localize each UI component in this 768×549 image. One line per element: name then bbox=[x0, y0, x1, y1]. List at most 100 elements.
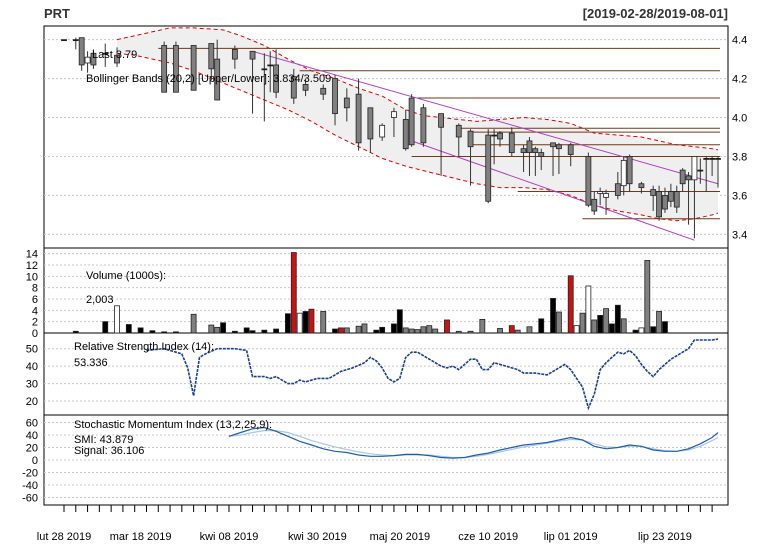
volume-bar bbox=[638, 327, 645, 334]
volume-value: 2,003 bbox=[86, 294, 114, 306]
price-tick-label: 3.6 bbox=[732, 190, 747, 202]
candle-body bbox=[679, 169, 686, 185]
price-tick-label: 4.4 bbox=[732, 35, 747, 47]
candle-body bbox=[290, 76, 297, 99]
candle-body bbox=[455, 124, 462, 138]
candle-body bbox=[102, 52, 109, 55]
candle-body bbox=[90, 52, 97, 66]
volume-bar bbox=[420, 326, 427, 334]
volume-bar bbox=[379, 326, 386, 334]
candle-body bbox=[526, 140, 533, 153]
candle-body bbox=[685, 175, 692, 181]
volume-bar bbox=[620, 318, 627, 334]
candle-body bbox=[379, 124, 386, 138]
x-tick-label: maj 20 2019 bbox=[370, 531, 431, 543]
volume-bar bbox=[308, 308, 315, 334]
candle-body bbox=[320, 87, 327, 95]
candle-body bbox=[626, 156, 633, 185]
signal-value: Signal: 36.106 bbox=[74, 445, 144, 457]
volume-bar bbox=[343, 327, 350, 334]
candle-body bbox=[173, 45, 179, 93]
volume-tick-label: 14 bbox=[26, 249, 38, 261]
candle-body bbox=[114, 54, 120, 64]
candle-body bbox=[420, 107, 427, 144]
volume-bar bbox=[391, 323, 397, 334]
volume-bar bbox=[161, 331, 168, 334]
candle-body bbox=[467, 130, 474, 148]
candle-body bbox=[61, 39, 67, 42]
candle-body bbox=[532, 148, 539, 153]
volume-bar bbox=[220, 322, 226, 334]
price-tick-label: 3.8 bbox=[732, 151, 747, 163]
volume-bar bbox=[338, 327, 344, 334]
smi-tick-label: 0 bbox=[32, 455, 38, 467]
candle-body bbox=[214, 58, 221, 101]
volume-bar bbox=[396, 309, 403, 334]
volume-bar bbox=[467, 330, 474, 334]
smi-tick-label: 60 bbox=[26, 418, 38, 430]
smi-tick-label: 20 bbox=[26, 443, 38, 455]
candle-body bbox=[391, 111, 397, 118]
candle-body bbox=[697, 169, 704, 172]
volume-tick-label: 0 bbox=[32, 328, 38, 340]
smi-tick-label: -60 bbox=[22, 493, 38, 505]
candle-body bbox=[650, 189, 657, 196]
rsi-tick-label: 20 bbox=[26, 396, 38, 408]
price-tick-label: 4.0 bbox=[732, 113, 747, 125]
bollinger-lower-line bbox=[116, 52, 719, 222]
candle-body bbox=[709, 158, 716, 160]
volume-bar bbox=[320, 311, 327, 334]
volume-bar bbox=[603, 308, 609, 334]
candle-body bbox=[78, 37, 85, 66]
volume-bar bbox=[662, 321, 668, 334]
smi-tick-label: -40 bbox=[22, 480, 38, 492]
volume-bar bbox=[585, 285, 592, 334]
volume-bar bbox=[455, 330, 462, 334]
volume-bar bbox=[273, 328, 280, 334]
rsi-tick-label: 50 bbox=[26, 344, 38, 356]
candle-body bbox=[438, 113, 444, 128]
smi-tick-label: 40 bbox=[26, 430, 38, 442]
volume-bar bbox=[208, 324, 215, 334]
volume-bar bbox=[332, 328, 338, 334]
candle-body bbox=[638, 183, 645, 189]
volume-bar bbox=[261, 329, 268, 334]
volume-bar bbox=[302, 311, 309, 334]
rsi-line bbox=[146, 338, 719, 411]
bollinger-band-fill bbox=[117, 27, 718, 221]
volume-bar bbox=[426, 325, 433, 334]
x-tick-label: lip 23 2019 bbox=[638, 531, 692, 543]
candle-body bbox=[620, 159, 627, 187]
volume-bar bbox=[290, 252, 297, 334]
volume-bar bbox=[231, 330, 238, 334]
price-tick-label: 3.4 bbox=[732, 229, 747, 241]
candle-body bbox=[691, 156, 698, 181]
candle-body bbox=[591, 198, 598, 212]
x-tick-label: lut 28 2019 bbox=[37, 531, 91, 543]
volume-tick-label: 12 bbox=[26, 260, 38, 272]
volume-bar bbox=[591, 319, 598, 334]
smi-line bbox=[228, 426, 719, 459]
volume-bar bbox=[114, 305, 120, 334]
volume-bar bbox=[656, 311, 662, 334]
candle-body bbox=[273, 64, 280, 93]
volume-bar bbox=[243, 327, 250, 334]
candle-body bbox=[84, 56, 91, 64]
volume-bar bbox=[125, 324, 132, 334]
volume-bar bbox=[373, 329, 380, 334]
volume-bar bbox=[402, 327, 409, 334]
volume-tick-label: 8 bbox=[32, 283, 38, 295]
rsi-tick-label: 30 bbox=[26, 379, 38, 391]
volume-bar bbox=[556, 311, 562, 334]
volume-bar bbox=[597, 315, 604, 334]
rsi-label: Relative Strength Index (14): bbox=[74, 341, 214, 353]
candle-body bbox=[550, 142, 556, 148]
candle-body bbox=[715, 158, 721, 160]
volume-tick-label: 4 bbox=[32, 305, 38, 317]
candle-body bbox=[367, 107, 374, 140]
chart-layer: 3.43.63.84.04.24.40246810121420304050-60… bbox=[22, 25, 747, 543]
x-tick-label: kwi 30 2019 bbox=[288, 531, 347, 543]
volume-bar bbox=[573, 325, 580, 334]
candle-body bbox=[667, 191, 674, 202]
